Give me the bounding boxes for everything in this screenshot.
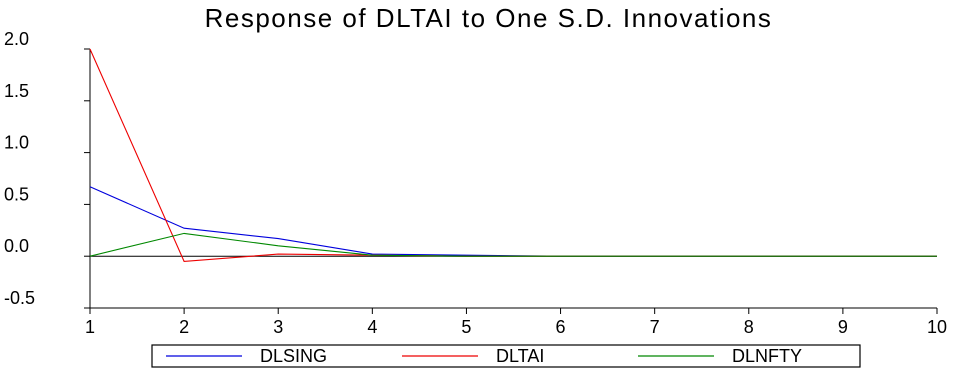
x-tick-label: 3 bbox=[273, 317, 283, 337]
x-tick-label: 4 bbox=[367, 317, 377, 337]
x-tick-label: 7 bbox=[650, 317, 660, 337]
y-tick-label: -0.5 bbox=[4, 288, 35, 308]
y-tick-label: 2.0 bbox=[4, 29, 29, 49]
x-tick-label: 5 bbox=[461, 317, 471, 337]
legend: DLSING DLTAI DLNFTY bbox=[151, 344, 861, 368]
legend-label-dlnfty: DLNFTY bbox=[732, 346, 802, 366]
y-tick-label: 0.0 bbox=[4, 236, 29, 256]
legend-label-dlsing: DLSING bbox=[260, 346, 327, 366]
y-tick-label: 0.5 bbox=[4, 184, 29, 204]
legend-box bbox=[151, 344, 861, 368]
axes: -0.5 0.0 0.5 1.0 1.5 2.0 1 2 3 4 5 6 7 8 9 10 bbox=[4, 29, 947, 337]
series-line-dlnfty bbox=[89, 232, 937, 257]
legend-label-dltai: DLTAI bbox=[496, 346, 544, 366]
y-tick-label: 1.5 bbox=[4, 81, 29, 101]
x-tick-label: 6 bbox=[556, 317, 566, 337]
x-tick-label: 2 bbox=[179, 317, 189, 337]
y-tick-label: 1.0 bbox=[4, 133, 29, 153]
series-layer bbox=[89, 48, 937, 262]
x-tick-label: 8 bbox=[744, 317, 754, 337]
x-tick-label: 10 bbox=[927, 317, 947, 337]
x-tick-label: 9 bbox=[838, 317, 848, 337]
series-line-dltai bbox=[89, 48, 937, 262]
x-tick-label: 1 bbox=[85, 317, 95, 337]
series-line-dlsing bbox=[89, 186, 937, 257]
chart-title: Response of DLTAI to One S.D. Innovation… bbox=[204, 3, 773, 33]
